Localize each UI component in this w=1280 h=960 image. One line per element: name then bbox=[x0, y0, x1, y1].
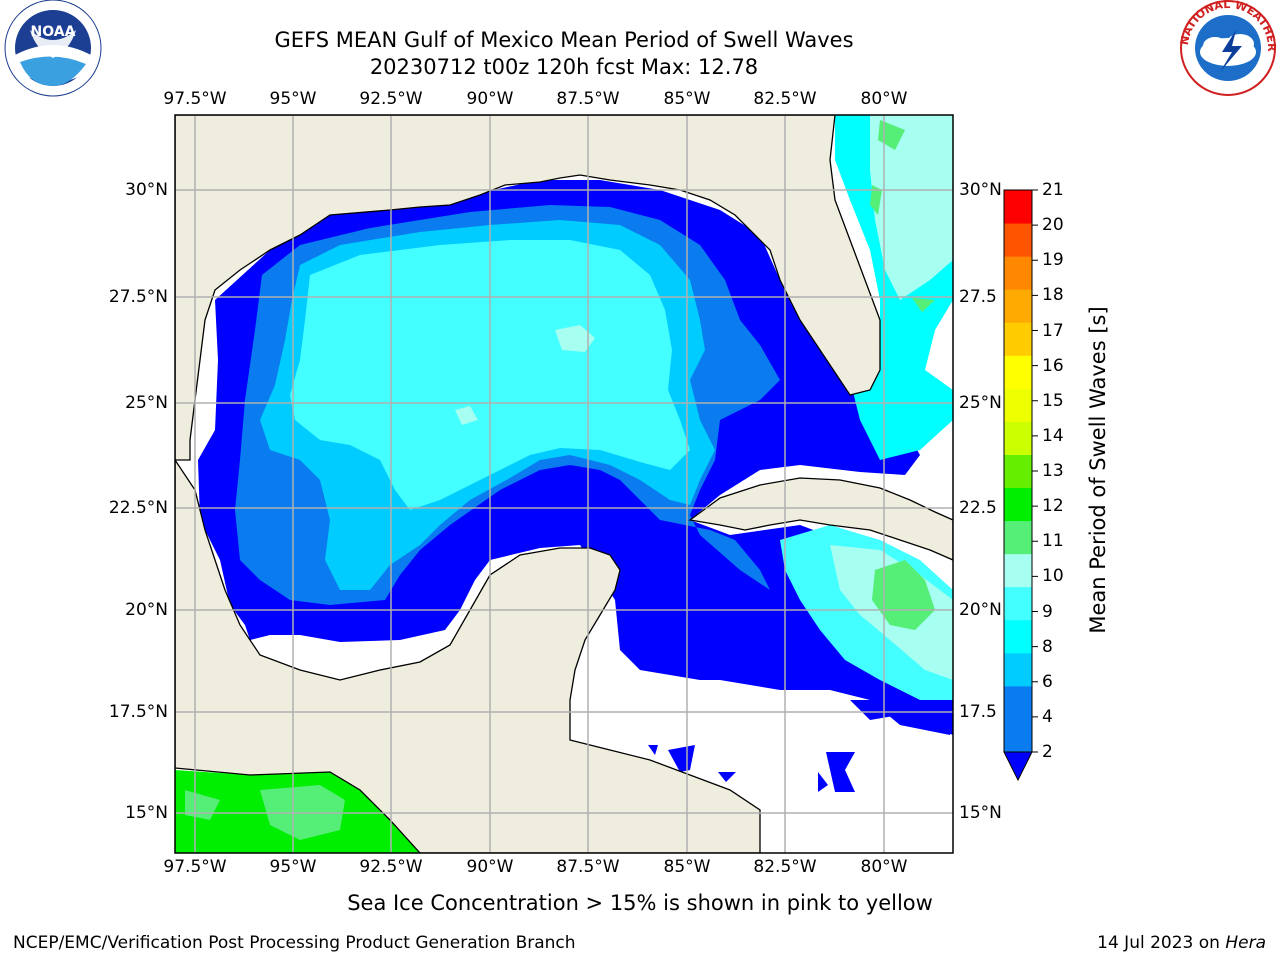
credit-line: NCEP/EMC/Verification Post Processing Pr… bbox=[13, 933, 576, 953]
lon-tick-bottom: 97.5°W bbox=[163, 857, 227, 877]
colorbar-tick-label: 20 bbox=[1042, 215, 1064, 236]
lat-tick-right: 17.5 bbox=[959, 702, 997, 722]
lat-tick-right: 25°N bbox=[959, 393, 1002, 413]
colorbar-band bbox=[1004, 652, 1032, 687]
sea-ice-footnote: Sea Ice Concentration > 15% is shown in … bbox=[347, 891, 933, 915]
lat-tick-right: 27.5 bbox=[959, 287, 997, 307]
lat-tick-left: 25°N bbox=[125, 393, 168, 413]
colorbar-tick-label: 8 bbox=[1042, 636, 1053, 657]
lon-tick-bottom: 85°W bbox=[663, 857, 711, 877]
colorbar-band bbox=[1004, 190, 1032, 224]
colorbar-tick-label: 12 bbox=[1042, 496, 1064, 517]
lon-tick-top: 87.5°W bbox=[556, 89, 620, 109]
colorbar-band bbox=[1004, 289, 1032, 323]
lat-tick-right: 22.5 bbox=[959, 498, 997, 518]
colorbar-extend-min bbox=[1003, 751, 1033, 782]
lat-tick-left: 15°N bbox=[125, 803, 168, 823]
colorbar-band bbox=[1004, 322, 1032, 356]
lon-tick-bottom: 87.5°W bbox=[556, 857, 620, 877]
colorbar-tick-label: 15 bbox=[1042, 390, 1064, 411]
run-date-machine: Hera bbox=[1225, 933, 1266, 953]
swell-atlantic-field-inner bbox=[870, 115, 953, 300]
lon-tick-top: 92.5°W bbox=[359, 89, 423, 109]
colorbar-band bbox=[1004, 256, 1032, 290]
colorbar-band bbox=[1004, 223, 1032, 257]
colorbar-tick-label: 9 bbox=[1042, 601, 1053, 622]
colorbar-tick-label: 13 bbox=[1042, 461, 1064, 481]
land-north-america bbox=[175, 115, 881, 461]
lon-tick-top: 90°W bbox=[466, 89, 514, 109]
lon-tick-top: 85°W bbox=[663, 89, 711, 109]
lon-tick-top: 95°W bbox=[269, 89, 317, 109]
colorbar-band bbox=[1004, 685, 1032, 720]
lon-tick-top: 97.5°W bbox=[163, 89, 227, 109]
run-date-prefix: 14 Jul 2023 on bbox=[1097, 933, 1226, 953]
lon-tick-top: 80°W bbox=[860, 89, 908, 109]
colorbar-band bbox=[1004, 586, 1032, 621]
colorbar-band bbox=[1004, 388, 1032, 422]
lon-tick-bottom: 90°W bbox=[466, 857, 514, 877]
colorbar-tick-label: 14 bbox=[1042, 425, 1064, 446]
colorbar-tick-label: 19 bbox=[1042, 250, 1064, 271]
lat-tick-right: 20°N bbox=[959, 600, 1002, 620]
colorbar-band bbox=[1004, 718, 1032, 753]
lat-tick-left: 20°N bbox=[125, 600, 168, 620]
colorbar-tick-label: 6 bbox=[1042, 671, 1053, 692]
colorbar bbox=[1003, 189, 1038, 782]
colorbar-tick-label: 17 bbox=[1042, 320, 1064, 341]
lat-tick-left: 30°N bbox=[125, 180, 168, 200]
colorbar-tick-label: 18 bbox=[1042, 285, 1064, 306]
lon-tick-bottom: 82.5°W bbox=[753, 857, 817, 877]
colorbar-band bbox=[1004, 553, 1032, 588]
colorbar-tick-label: 2 bbox=[1042, 742, 1053, 762]
lat-tick-left: 27.5°N bbox=[108, 287, 168, 307]
swell-pacific-light bbox=[185, 785, 345, 840]
lat-tick-right: 30°N bbox=[959, 180, 1002, 200]
colorbar-band bbox=[1004, 619, 1032, 654]
lat-tick-left: 17.5°N bbox=[108, 702, 168, 722]
map-canvas bbox=[175, 115, 953, 853]
colorbar-band bbox=[1004, 487, 1032, 522]
land-mexico bbox=[175, 458, 761, 853]
lon-tick-bottom: 95°W bbox=[269, 857, 317, 877]
map-frame bbox=[174, 114, 954, 854]
map-subtitle: 20230712 t00z 120h fcst Max: 12.78 bbox=[369, 55, 759, 79]
lat-tick-right: 15°N bbox=[959, 803, 1002, 823]
lon-tick-top: 82.5°W bbox=[753, 89, 817, 109]
lon-tick-bottom: 92.5°W bbox=[359, 857, 423, 877]
colorbar-tick-label: 21 bbox=[1042, 180, 1064, 200]
lat-tick-left: 22.5°N bbox=[108, 498, 168, 518]
graticule bbox=[175, 115, 953, 853]
colorbar-tick-label: 4 bbox=[1042, 706, 1053, 727]
colorbar-tick-label: 16 bbox=[1042, 355, 1064, 376]
colorbar-label: Mean Period of Swell Waves [s] bbox=[1086, 306, 1110, 634]
land-cuba bbox=[688, 477, 953, 561]
map-title: GEFS MEAN Gulf of Mexico Mean Period of … bbox=[274, 28, 854, 52]
lon-tick-bottom: 80°W bbox=[860, 857, 908, 877]
colorbar-band bbox=[1004, 520, 1032, 555]
colorbar-tick-label: 10 bbox=[1042, 566, 1064, 587]
colorbar-band bbox=[1004, 421, 1032, 455]
swell-caribbean-blue-lower bbox=[648, 700, 953, 792]
swell-caribbean-green bbox=[872, 560, 935, 630]
colorbar-band bbox=[1004, 454, 1032, 489]
run-date: 14 Jul 2023 on Hera bbox=[1097, 933, 1266, 953]
colorbar-tick-label: 11 bbox=[1042, 531, 1064, 552]
land-layer bbox=[175, 115, 953, 853]
colorbar-band bbox=[1004, 355, 1032, 389]
